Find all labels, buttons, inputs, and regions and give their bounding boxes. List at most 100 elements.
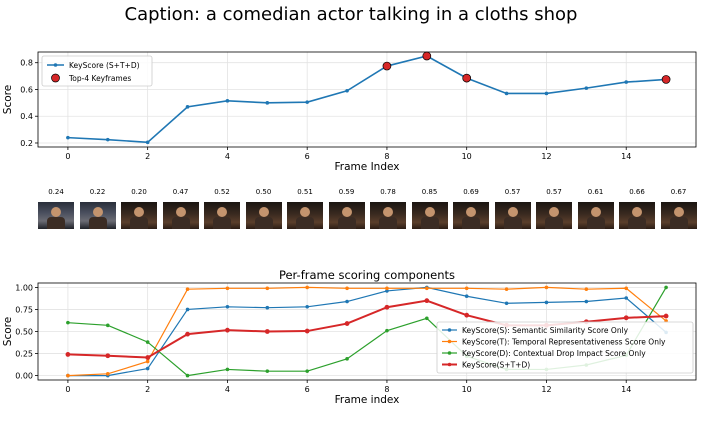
data-point bbox=[265, 101, 270, 105]
chart-title: Per-frame scoring components bbox=[279, 268, 455, 282]
data-point bbox=[145, 359, 150, 364]
data-point bbox=[624, 286, 629, 291]
data-point bbox=[344, 321, 350, 326]
data-point bbox=[66, 373, 70, 378]
data-point bbox=[504, 91, 509, 96]
data-point bbox=[225, 286, 230, 291]
data-point bbox=[345, 299, 349, 304]
y-axis-label: Score bbox=[2, 85, 14, 114]
series-line bbox=[67, 286, 667, 377]
data-point bbox=[345, 357, 349, 361]
data-point bbox=[265, 305, 270, 310]
data-point bbox=[504, 287, 509, 291]
legend-swatch-marker bbox=[447, 362, 452, 367]
y-tick-label: 1.00 bbox=[15, 283, 33, 292]
data-point bbox=[65, 352, 71, 357]
data-point bbox=[623, 315, 629, 321]
data-point bbox=[385, 286, 389, 291]
y-tick-label: 0.75 bbox=[15, 305, 33, 314]
data-point bbox=[584, 287, 589, 291]
data-point bbox=[185, 307, 190, 312]
data-point bbox=[145, 340, 150, 344]
data-point bbox=[504, 301, 509, 306]
data-point bbox=[425, 316, 429, 321]
data-point bbox=[464, 294, 469, 299]
data-point bbox=[185, 105, 190, 109]
legend-box bbox=[41, 55, 153, 87]
data-point bbox=[185, 373, 190, 378]
data-point bbox=[185, 287, 190, 291]
data-point bbox=[105, 323, 110, 328]
x-tick-label: 12 bbox=[541, 385, 551, 394]
data-point bbox=[66, 135, 70, 140]
data-point bbox=[544, 91, 549, 96]
legend-swatch-marker bbox=[53, 63, 58, 67]
data-point bbox=[664, 285, 668, 290]
data-point bbox=[624, 80, 629, 84]
x-axis-label: Frame Index bbox=[335, 161, 400, 173]
data-point bbox=[225, 327, 230, 333]
legend-label: KeyScore (S+T+D) bbox=[69, 61, 140, 70]
data-point bbox=[384, 304, 390, 310]
x-tick-label: 6 bbox=[305, 385, 310, 394]
figure-title: Caption: a comedian actor talking in a c… bbox=[124, 4, 578, 25]
legend-swatch-marker bbox=[447, 351, 452, 355]
data-point bbox=[225, 99, 230, 103]
y-tick-label: 0.2 bbox=[20, 139, 33, 148]
data-point bbox=[305, 369, 309, 373]
data-point bbox=[385, 328, 389, 333]
x-tick-label: 10 bbox=[462, 385, 472, 394]
data-point bbox=[304, 328, 310, 334]
data-point bbox=[185, 331, 190, 337]
data-point bbox=[345, 286, 349, 291]
data-point bbox=[105, 353, 111, 359]
data-point bbox=[145, 140, 150, 145]
chart-2: 0 2 4 6 8 10 12 14 0.00 0.25 0.50 0.75 1.00 Frame ind… bbox=[2, 268, 697, 406]
x-tick-label: 10 bbox=[462, 152, 472, 161]
y-tick-label: 0.00 bbox=[15, 372, 33, 381]
data-point bbox=[584, 299, 589, 304]
y-tick-label: 0.50 bbox=[15, 328, 33, 337]
series-line bbox=[67, 286, 667, 377]
x-tick-label: 0 bbox=[65, 152, 70, 161]
x-tick-label: 4 bbox=[225, 152, 230, 161]
y-tick-label: 0.8 bbox=[20, 59, 33, 68]
legend-label: KeyScore(S): Semantic Similarity Score O… bbox=[462, 326, 629, 335]
x-tick-label: 8 bbox=[384, 385, 389, 394]
legend-label: KeyScore(T): Temporal Representativeness… bbox=[462, 338, 666, 347]
x-tick-label: 14 bbox=[621, 152, 631, 161]
top-keyframe-marker bbox=[382, 61, 392, 71]
data-point bbox=[663, 313, 669, 319]
data-point bbox=[305, 285, 309, 290]
x-tick-label: 2 bbox=[145, 385, 150, 394]
x-tick-label: 8 bbox=[384, 152, 389, 161]
x-tick-label: 4 bbox=[225, 385, 230, 394]
x-tick-label: 14 bbox=[621, 385, 631, 394]
x-tick-label: 6 bbox=[305, 152, 310, 161]
data-point bbox=[265, 286, 270, 291]
legend-label: KeyScore(D): Contextual Drop Impact Scor… bbox=[462, 349, 646, 358]
series-line bbox=[67, 55, 667, 144]
data-point bbox=[225, 367, 230, 372]
data-point bbox=[464, 286, 469, 291]
legend-swatch-marker bbox=[447, 339, 452, 344]
x-tick-label: 0 bbox=[65, 385, 70, 394]
legend-swatch-marker bbox=[447, 328, 452, 332]
data-point bbox=[265, 369, 270, 373]
data-point bbox=[424, 298, 430, 304]
data-point bbox=[145, 355, 151, 360]
x-tick-label: 12 bbox=[541, 152, 551, 161]
data-point bbox=[544, 285, 549, 290]
plot-frame bbox=[37, 51, 697, 148]
data-point bbox=[105, 372, 110, 376]
y-tick-label: 0.4 bbox=[20, 112, 33, 121]
legend-swatch bbox=[51, 73, 60, 83]
x-tick-label: 2 bbox=[145, 152, 150, 161]
data-point bbox=[305, 305, 309, 309]
legend-box bbox=[436, 321, 694, 374]
x-axis-label: Frame index bbox=[335, 394, 400, 406]
data-point bbox=[385, 289, 389, 293]
data-point bbox=[66, 320, 70, 325]
chart-1: 0 2 4 6 8 10 12 14 0.2 0.4 0.6 0.8 Frame Index Score K… bbox=[2, 51, 697, 173]
